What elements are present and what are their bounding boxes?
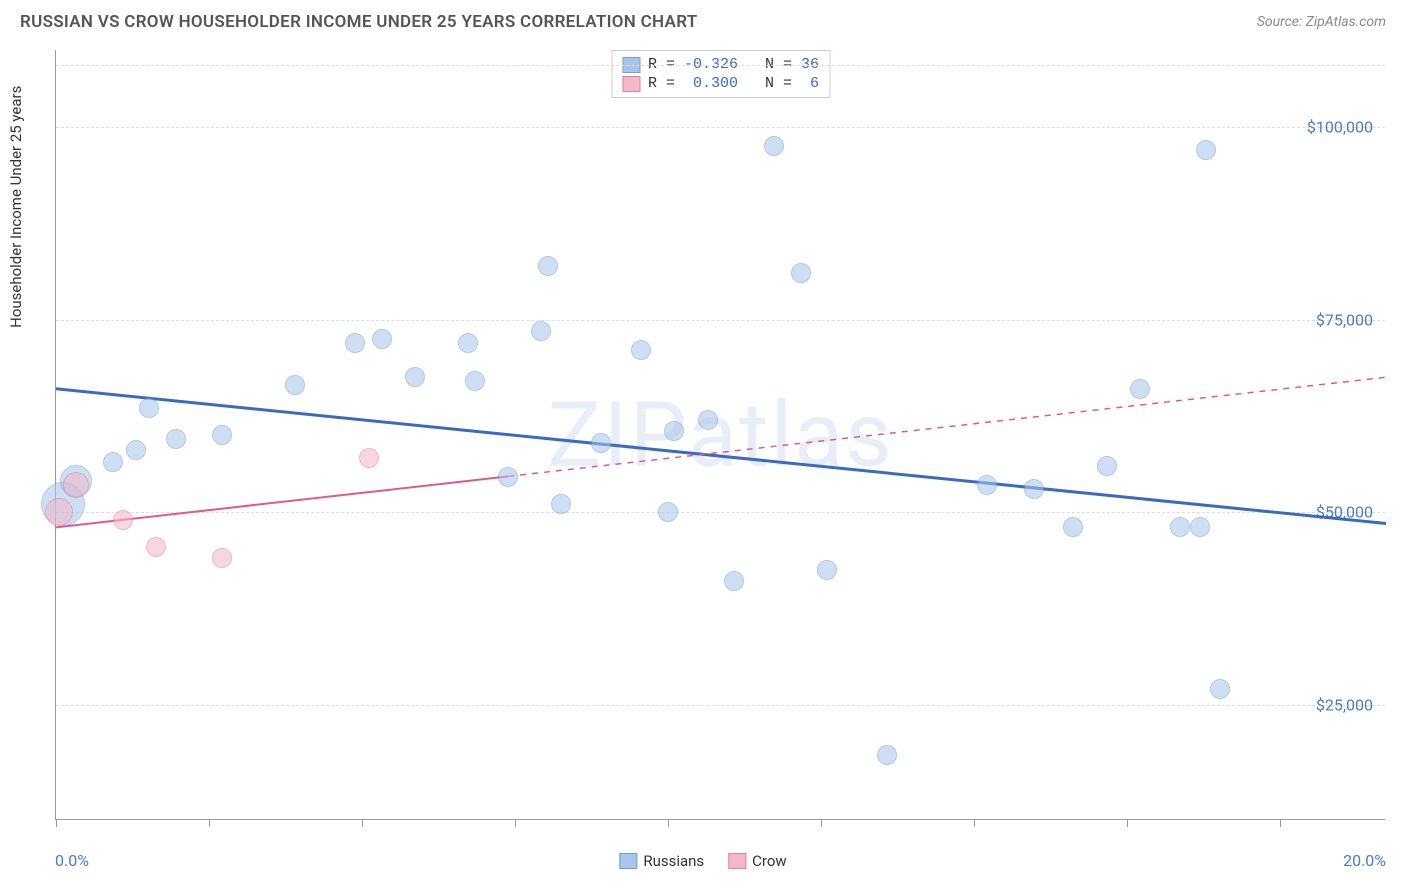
data-point [63, 472, 89, 498]
x-tick [1127, 819, 1128, 827]
data-point [551, 494, 571, 514]
data-point [372, 329, 392, 349]
x-tick [362, 819, 363, 827]
x-tick [56, 819, 57, 827]
source-label: Source: ZipAtlas.com [1257, 14, 1386, 30]
x-tick [1280, 819, 1281, 827]
data-point [1063, 517, 1083, 537]
data-point [126, 440, 146, 460]
data-point [658, 502, 678, 522]
data-point [405, 367, 425, 387]
data-point [113, 510, 133, 530]
data-point [531, 321, 551, 341]
data-point [1210, 679, 1230, 699]
legend-swatch [619, 853, 637, 869]
data-point [465, 371, 485, 391]
data-point [345, 333, 365, 353]
data-point [1097, 456, 1117, 476]
legend-label: Crow [752, 852, 787, 870]
data-point [45, 498, 73, 526]
data-point [1130, 379, 1150, 399]
chart-container: Householder Income Under 25 years ZIPatl… [0, 40, 1406, 880]
data-point [458, 333, 478, 353]
data-point [212, 548, 232, 568]
data-point [359, 448, 379, 468]
data-point [791, 263, 811, 283]
data-point [285, 375, 305, 395]
trend-line-solid [56, 389, 1386, 524]
trend-lines [56, 50, 1386, 820]
legend-item: Crow [728, 852, 787, 870]
data-point [103, 452, 123, 472]
chart-title: RUSSIAN VS CROW HOUSEHOLDER INCOME UNDER… [20, 12, 698, 32]
data-point [212, 425, 232, 445]
data-point [1170, 517, 1190, 537]
x-tick [974, 819, 975, 827]
x-tick [209, 819, 210, 827]
data-point [538, 256, 558, 276]
legend-item: Russians [619, 852, 704, 870]
x-axis-min-label: 0.0% [55, 851, 89, 870]
series-legend: Russians Crow [619, 852, 786, 870]
chart-header: RUSSIAN VS CROW HOUSEHOLDER INCOME UNDER… [0, 0, 1406, 40]
data-point [817, 560, 837, 580]
data-point [591, 433, 611, 453]
data-point [1190, 517, 1210, 537]
legend-label: Russians [643, 852, 704, 870]
data-point [764, 136, 784, 156]
y-axis-title: Householder Income Under 25 years [7, 86, 25, 328]
data-point [498, 467, 518, 487]
data-point [1024, 479, 1044, 499]
data-point [664, 421, 684, 441]
data-point [631, 340, 651, 360]
data-point [146, 537, 166, 557]
x-axis-max-label: 20.0% [1343, 851, 1386, 870]
data-point [698, 410, 718, 430]
x-tick [515, 819, 516, 827]
data-point [877, 745, 897, 765]
legend-swatch [728, 853, 746, 869]
data-point [139, 398, 159, 418]
plot-area: ZIPatlas R = -0.326 N = 36R = 0.300 N = … [55, 50, 1385, 820]
trend-line-dashed [508, 377, 1386, 476]
data-point [977, 475, 997, 495]
x-tick [821, 819, 822, 827]
data-point [1196, 140, 1216, 160]
x-tick [668, 819, 669, 827]
data-point [724, 571, 744, 591]
data-point [166, 429, 186, 449]
